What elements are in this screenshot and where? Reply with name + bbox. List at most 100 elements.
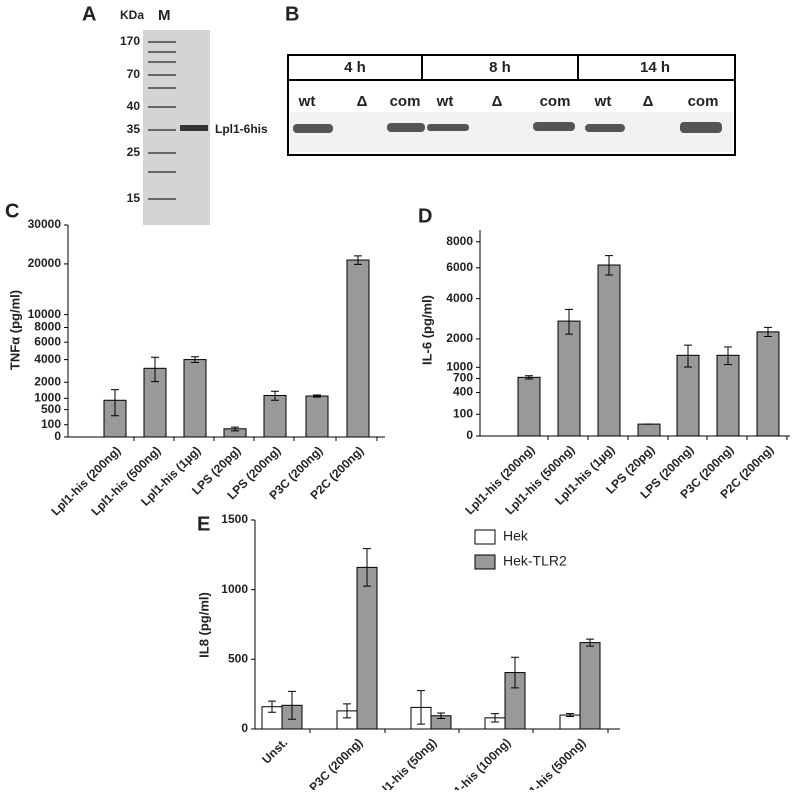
error-bar (684, 344, 692, 368)
error-bar (566, 713, 574, 717)
bar (597, 264, 621, 437)
error-bar (363, 548, 371, 587)
error-bar (313, 394, 321, 398)
panel-label: D (418, 205, 432, 227)
y-tick-label: 500 (228, 652, 248, 666)
y-tick-label: 100 (453, 406, 473, 420)
lane-label: M (158, 7, 171, 24)
lane-label: com (688, 93, 719, 110)
error-bar (288, 690, 296, 720)
blot-bands (293, 122, 722, 133)
y-axis-label: IL-6 (pg/ml) (419, 295, 434, 365)
panel-label: B (285, 3, 299, 25)
bar (637, 423, 661, 437)
error-bar (417, 690, 425, 725)
bar (559, 714, 581, 730)
bar (517, 376, 541, 437)
y-tick-label: 20000 (28, 256, 62, 270)
x-tick-label: Lpl1-his (200ng) (462, 442, 537, 517)
y-tick-label: 1000 (446, 360, 473, 374)
y-tick-label: 30000 (28, 217, 62, 231)
bar (557, 320, 581, 437)
time-label: 4 h (344, 59, 366, 76)
time-label: 8 h (489, 59, 511, 76)
y-tick-label: 100 (41, 417, 61, 431)
y-tick-label: 0 (241, 721, 248, 735)
lane-label: wt (298, 93, 316, 110)
unit-label: KDa (120, 8, 144, 22)
error-bar (437, 712, 445, 720)
bar (305, 395, 329, 438)
legend-swatch (474, 554, 496, 570)
panel-label: A (82, 3, 96, 25)
y-tick-label: 4000 (446, 291, 473, 305)
x-tick-label: Unst. (259, 735, 290, 766)
y-tick-label: 400 (453, 385, 473, 399)
y-tick-label: 1000 (221, 582, 248, 596)
lane-label: com (390, 93, 421, 110)
lane-label: wt (436, 93, 454, 110)
panel-label: C (5, 200, 19, 222)
legend-swatch (474, 529, 496, 545)
marker-label: 35 (127, 122, 141, 136)
lane-label: wt (594, 93, 612, 110)
error-bar (525, 375, 533, 380)
marker-label: 170 (120, 34, 140, 48)
bar (716, 354, 740, 437)
bar (756, 331, 780, 437)
x-tick-label: Lpl1-his (500ng) (88, 443, 163, 518)
error-bar (605, 255, 613, 276)
gel-band (180, 125, 208, 131)
marker-label: 70 (127, 67, 141, 81)
panel-label: E (197, 513, 210, 535)
blot-dividers (288, 55, 735, 81)
error-bar (565, 308, 573, 335)
x-tick-label: Lpl1-his (200ng) (48, 443, 123, 518)
y-tick-label: 8000 (446, 234, 473, 248)
bar (263, 394, 287, 438)
time-label: 14 h (640, 59, 670, 76)
x-tick-label: Lpl1-his (50ng) (369, 735, 439, 790)
error-bar (586, 638, 594, 647)
error-bar (491, 713, 499, 723)
y-tick-label: 8000 (34, 320, 61, 334)
ladder (148, 41, 176, 200)
x-tick-label: Lpl1-his (500ng) (502, 442, 577, 517)
x-tick-label: Lpl1-his (500ng) (513, 735, 588, 790)
blot-frame (287, 54, 736, 156)
y-tick-label: 6000 (34, 334, 61, 348)
error-bar (511, 656, 519, 689)
marker-label: 25 (127, 145, 141, 159)
lane-label: Δ (357, 93, 368, 110)
error-bar (191, 356, 199, 364)
error-bar (764, 326, 772, 337)
blot-strip (290, 112, 733, 152)
y-tick-label: 4000 (34, 352, 61, 366)
error-bar (231, 426, 239, 432)
error-bar (343, 703, 351, 719)
bar (183, 359, 207, 438)
bar (356, 566, 378, 730)
y-tick-label: 2000 (34, 374, 61, 388)
y-tick-label: 500 (41, 402, 61, 416)
marker-label: 15 (127, 191, 141, 205)
band-label: Lpl1-6his (215, 122, 268, 136)
legend-label: Hek (503, 528, 529, 544)
y-tick-label: 700 (453, 371, 473, 385)
error-bar (151, 356, 159, 383)
y-tick-label: 0 (466, 428, 473, 442)
x-tick-label: P3C (200ng) (306, 735, 365, 790)
y-tick-label: 0 (54, 429, 61, 443)
y-tick-label: 1500 (221, 512, 248, 526)
error-bar (111, 389, 119, 417)
legend-label: Hek-TLR2 (503, 553, 567, 569)
bar (579, 642, 601, 730)
error-bar (724, 346, 732, 366)
marker-label: 40 (127, 99, 141, 113)
lane-label: com (540, 93, 571, 110)
y-axis-label: IL8 (pg/ml) (196, 592, 211, 658)
lane-label: Δ (643, 93, 654, 110)
lane-label: Δ (492, 93, 503, 110)
y-tick-label: 1000 (34, 390, 61, 404)
